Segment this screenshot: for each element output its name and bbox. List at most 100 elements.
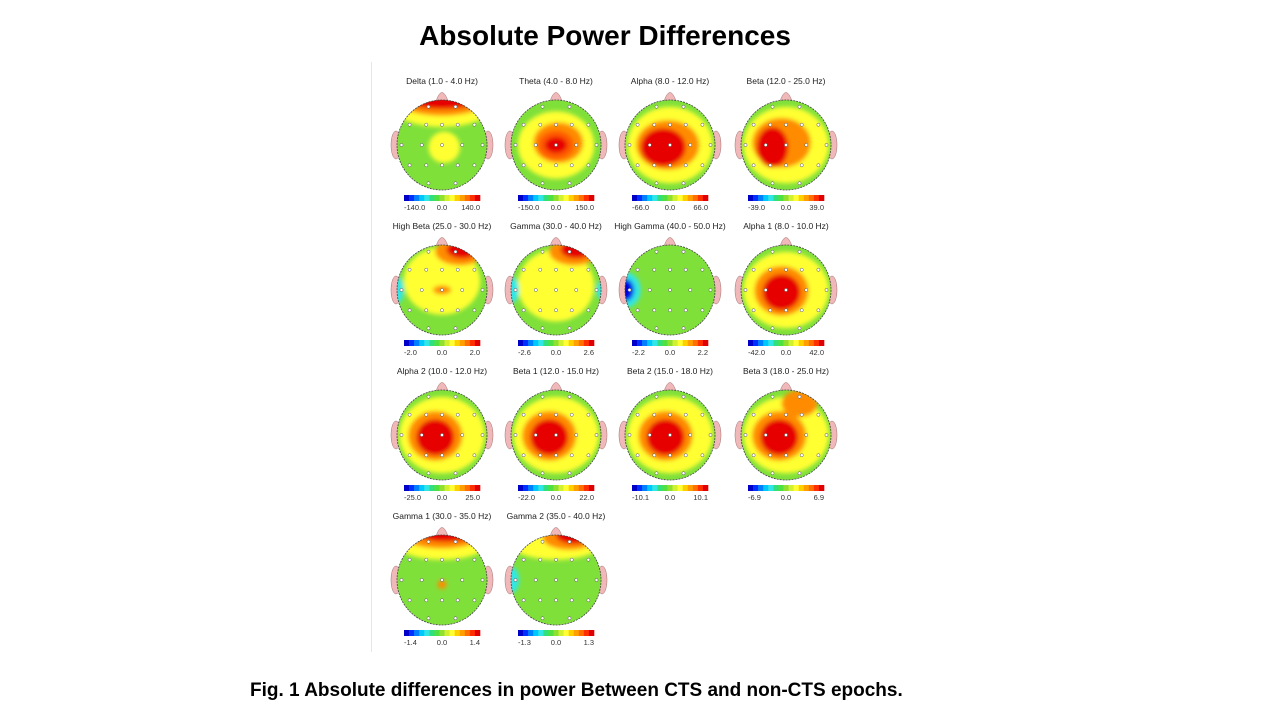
colorbar-label-min: -2.2 bbox=[632, 348, 645, 357]
head-outline bbox=[510, 534, 602, 626]
electrode-marker bbox=[521, 557, 526, 562]
colorbar-segment bbox=[667, 340, 673, 346]
colorbar-segment bbox=[454, 630, 461, 636]
topomap-title: Delta (1.0 - 4.0 Hz) bbox=[406, 76, 478, 86]
activation-region bbox=[530, 419, 569, 456]
colorbar-segment bbox=[652, 340, 658, 346]
colorbar-segment bbox=[444, 630, 450, 636]
colorbar-label-max: 150.0 bbox=[575, 203, 594, 212]
colorbar-segment bbox=[429, 340, 435, 346]
electrode-marker bbox=[424, 267, 429, 272]
electrode-marker bbox=[399, 288, 404, 292]
electrode-marker bbox=[627, 288, 632, 292]
electrode-marker bbox=[768, 308, 773, 313]
colorbar-segment bbox=[523, 195, 529, 201]
colorbar-segment bbox=[454, 195, 461, 201]
colorbar-segment bbox=[748, 195, 754, 201]
electrode-marker bbox=[399, 578, 404, 582]
electrode-marker bbox=[708, 433, 713, 437]
electrode-marker bbox=[700, 163, 705, 168]
electrode-marker bbox=[453, 181, 458, 186]
colorbar-segment bbox=[632, 485, 638, 491]
electrode-marker bbox=[824, 288, 829, 292]
colorbar-segment bbox=[768, 485, 774, 491]
electrode-marker bbox=[554, 598, 558, 603]
colorbar-label-mid: 0.0 bbox=[665, 348, 675, 357]
electrode-marker bbox=[407, 122, 412, 127]
colorbar-segment bbox=[778, 485, 784, 491]
head-map bbox=[511, 245, 601, 335]
colorbar-segment bbox=[753, 340, 759, 346]
topomap-title: Beta 2 (15.0 - 18.0 Hz) bbox=[627, 366, 713, 376]
colorbar-label-min: -2.0 bbox=[404, 348, 417, 357]
colorbar-label-max: 25.0 bbox=[465, 493, 480, 502]
electrode-marker bbox=[770, 326, 775, 331]
colorbar-segment bbox=[803, 340, 810, 346]
colorbar-label-max: 22.0 bbox=[579, 493, 594, 502]
colorbar-segment bbox=[414, 340, 420, 346]
colorbar-segment bbox=[439, 195, 445, 201]
electrode-marker bbox=[700, 308, 705, 313]
colorbar-label-max: 2.6 bbox=[584, 348, 594, 357]
colorbar-segment bbox=[424, 485, 430, 491]
colorbar-label-mid: 0.0 bbox=[551, 203, 561, 212]
electrode-marker bbox=[440, 308, 444, 313]
colorbar-segment bbox=[578, 485, 585, 491]
colorbar-segment bbox=[578, 630, 585, 636]
activation-region bbox=[397, 100, 487, 116]
colorbar-segment bbox=[533, 195, 539, 201]
colorbar-segment bbox=[657, 485, 663, 491]
colorbar-segment bbox=[533, 340, 539, 346]
electrode-marker bbox=[424, 412, 429, 417]
electrode-marker bbox=[440, 122, 444, 127]
electrode-marker bbox=[554, 143, 558, 147]
colorbar-segment bbox=[697, 485, 704, 491]
electrode-marker bbox=[683, 267, 688, 272]
electrode-marker bbox=[567, 471, 572, 476]
topomap: Gamma 2 (35.0 - 40.0 Hz) -1.3 0.0 1.3 bbox=[504, 511, 608, 647]
colorbar-segment bbox=[697, 340, 704, 346]
electrode-marker bbox=[538, 453, 543, 458]
colorbar-segment bbox=[573, 485, 580, 491]
colorbar-segment bbox=[469, 630, 476, 636]
figure-title: Absolute Power Differences bbox=[419, 20, 791, 51]
colorbar-segment bbox=[783, 340, 789, 346]
electrode-marker bbox=[784, 143, 788, 147]
colorbar-segment bbox=[454, 340, 461, 346]
colorbar-segment bbox=[657, 340, 663, 346]
colorbar-segment bbox=[553, 485, 559, 491]
electrode-marker bbox=[424, 308, 429, 313]
electrode-marker bbox=[652, 122, 657, 127]
electrode-marker bbox=[521, 163, 526, 168]
electrode-marker bbox=[554, 267, 558, 272]
electrode-marker bbox=[594, 143, 599, 147]
colorbar-segment bbox=[818, 485, 825, 491]
electrode-marker bbox=[816, 412, 821, 417]
colorbar-segment bbox=[459, 485, 466, 491]
colorbar-segment bbox=[573, 195, 580, 201]
electrode-marker bbox=[407, 598, 412, 603]
electrode-marker bbox=[440, 453, 444, 458]
electrode-marker bbox=[567, 394, 572, 399]
colorbar-segment bbox=[662, 485, 668, 491]
electrode-marker bbox=[424, 453, 429, 458]
activation-region bbox=[625, 278, 634, 302]
electrode-marker bbox=[647, 433, 652, 437]
colorbar-segment bbox=[768, 340, 774, 346]
colorbar-segment bbox=[803, 195, 810, 201]
colorbar-segment bbox=[543, 485, 549, 491]
colorbar-segment bbox=[553, 195, 559, 201]
colorbar-segment bbox=[583, 485, 590, 491]
colorbar-segment bbox=[763, 340, 769, 346]
electrode-marker bbox=[540, 326, 545, 331]
electrode-marker bbox=[521, 267, 526, 272]
colorbar-segment bbox=[409, 340, 415, 346]
colorbar-segment bbox=[788, 485, 794, 491]
colorbar-segment bbox=[548, 195, 554, 201]
colorbar-segment bbox=[702, 340, 709, 346]
head-outline bbox=[396, 99, 488, 191]
colorbar-segment bbox=[434, 485, 440, 491]
electrode-marker bbox=[654, 471, 659, 476]
colorbar-segment bbox=[682, 485, 689, 491]
colorbar-segment bbox=[528, 340, 534, 346]
